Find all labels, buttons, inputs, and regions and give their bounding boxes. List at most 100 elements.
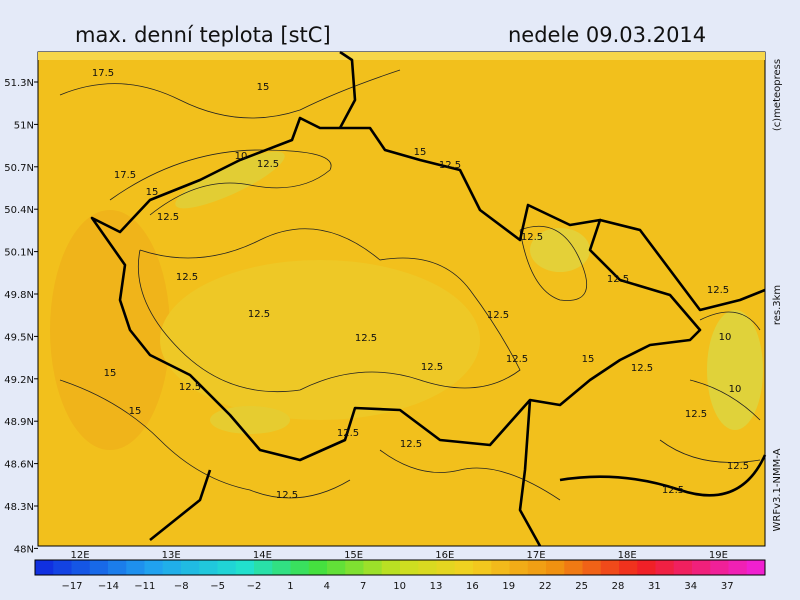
colorbar-cell <box>418 560 437 575</box>
contour-label: 15 <box>104 368 117 379</box>
contour-line <box>109 149 332 216</box>
colorbar-label: 16 <box>466 581 479 592</box>
colorbar-cell <box>509 560 529 575</box>
contour-label: 12.5 <box>521 232 543 243</box>
colorbar-cell <box>345 560 364 575</box>
colorbar-cell <box>89 560 109 575</box>
lat-label: 51N <box>14 120 34 131</box>
contour-label: 15 <box>582 354 595 365</box>
contour-label: 10 <box>729 384 742 395</box>
contour-line <box>659 311 761 463</box>
contour-label: 12.5 <box>179 382 201 393</box>
colorbar-cell <box>290 560 310 575</box>
colorbar-label: −8 <box>174 581 189 592</box>
border-line <box>559 454 767 497</box>
contour-label: 12.5 <box>707 285 729 296</box>
border-line <box>90 116 702 462</box>
colorbar-label: −14 <box>98 581 119 592</box>
lat-label: 50.1N <box>4 248 34 259</box>
colorbar-cell <box>600 560 620 575</box>
colorbar-label: 22 <box>539 581 552 592</box>
contour-label: 12.5 <box>257 159 279 170</box>
colorbar-frame <box>34 559 766 576</box>
contour-label: 12.5 <box>276 490 298 501</box>
map-date: nedele 09.03.2014 <box>508 23 706 47</box>
lat-label: 48.9N <box>4 417 34 428</box>
colorbar-cell <box>254 560 273 575</box>
contours <box>59 69 761 501</box>
colorbar-cell <box>272 560 291 575</box>
contour-label: 12.5 <box>400 439 422 450</box>
lon-label: 19E <box>709 550 728 561</box>
contour-label: 17.5 <box>92 68 114 79</box>
field-zone <box>38 52 765 60</box>
colorbar-cell <box>327 560 346 575</box>
colorbar-cell <box>235 560 255 575</box>
lat-label: 49.2N <box>4 375 34 386</box>
border-line <box>338 50 357 129</box>
colorbar-cell <box>546 560 565 575</box>
contour-label: 12.5 <box>631 363 653 374</box>
colorbar-cell <box>162 560 182 575</box>
contour-label: 15 <box>257 82 270 93</box>
colorbar-cell <box>217 560 237 575</box>
lat-label: 48N <box>14 544 34 555</box>
colorbar-cell <box>637 560 656 575</box>
lat-label: 50.7N <box>4 163 34 174</box>
colorbar-cell <box>710 560 729 575</box>
colorbar-label: 31 <box>648 581 661 592</box>
colorbar-label: 4 <box>324 581 330 592</box>
colorbar-cell <box>363 560 383 575</box>
colorbar-label: 13 <box>430 581 443 592</box>
contour-label: 12.5 <box>421 362 443 373</box>
colorbar-label: 7 <box>360 581 366 592</box>
colorbar-label: −2 <box>247 581 262 592</box>
colorbar-cell <box>692 560 711 575</box>
field-zone <box>530 228 590 272</box>
colorbar: −17 −14 −11 −8 −5 −2 1 4 7 10 13 16 19 22 25 28 31 34 37 <box>34 559 766 592</box>
colorbar-cell <box>527 560 547 575</box>
contour-label: 15 <box>129 406 142 417</box>
colorbar-cell <box>746 560 766 575</box>
colorbar-cell <box>619 560 638 575</box>
contour-label: 15 <box>414 147 427 158</box>
field-zone <box>707 310 763 430</box>
contour-label: 10 <box>719 332 732 343</box>
lat-label: 48.6N <box>4 460 34 471</box>
contour-line <box>59 69 401 119</box>
colorbar-label: 10 <box>393 581 406 592</box>
contour-label: 10 <box>235 151 248 162</box>
colorbar-cell <box>436 560 456 575</box>
colorbar-cell <box>53 560 72 575</box>
colorbar-cell <box>35 560 54 575</box>
colorbar-cell <box>126 560 145 575</box>
contour-line <box>519 225 588 301</box>
lon-label: 13E <box>162 550 181 561</box>
lon-label: 15E <box>344 550 363 561</box>
colorbar-cell <box>308 560 328 575</box>
colorbar-label: −17 <box>61 581 82 592</box>
contour-label: 12.5 <box>685 409 707 420</box>
colorbar-cell <box>71 560 91 575</box>
colorbar-label: 37 <box>721 581 734 592</box>
lon-label: 12E <box>70 550 89 561</box>
contour-line <box>379 449 561 501</box>
lat-label: 50.4N <box>4 205 34 216</box>
border-line <box>518 399 542 547</box>
colorbar-cell <box>381 560 401 575</box>
colorbar-label: 19 <box>502 581 515 592</box>
colorbar-label: 25 <box>575 581 588 592</box>
map-area <box>37 50 767 547</box>
field-zone <box>175 151 285 209</box>
contour-label: 12.5 <box>727 461 749 472</box>
lat-label: 51.3N <box>4 78 34 89</box>
side-label: (c)meteopress <box>772 59 783 131</box>
contour-label: 12.5 <box>607 274 629 285</box>
colorbar-cell <box>454 560 474 575</box>
colorbar-cell <box>655 560 675 575</box>
contour-label: 12.5 <box>662 485 684 496</box>
field-zone <box>210 406 290 434</box>
colorbar-label: 28 <box>612 581 625 592</box>
colorbar-cell <box>199 560 218 575</box>
